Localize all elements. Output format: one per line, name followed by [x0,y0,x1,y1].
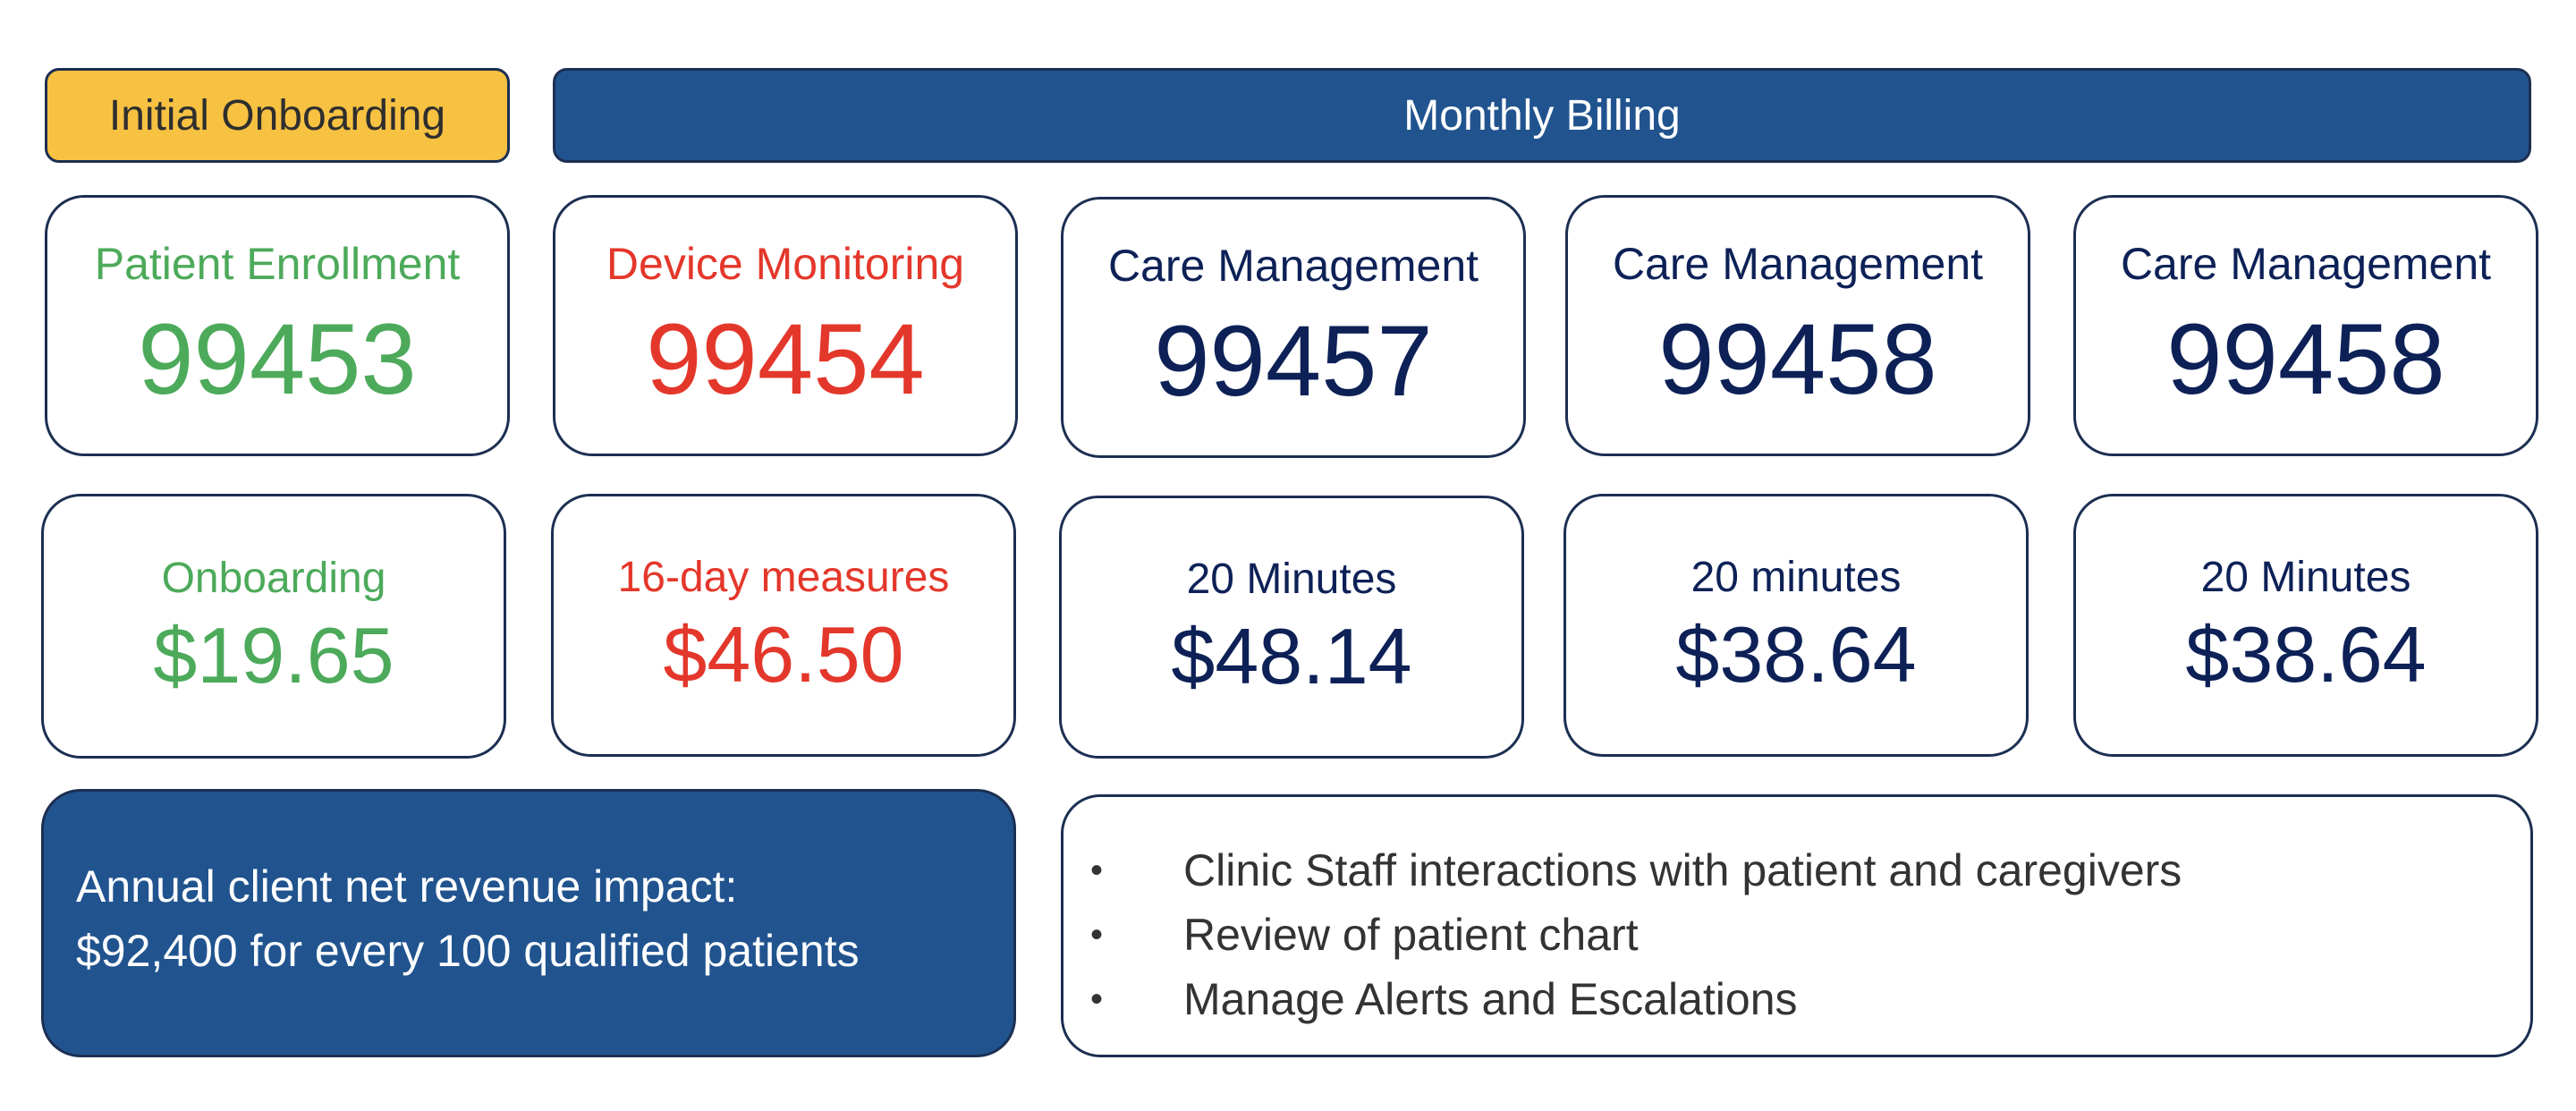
code-card-patient-enrollment: Patient Enrollment 99453 [45,195,510,456]
annual-revenue-callout: Annual client net revenue impact: $92,40… [41,789,1016,1057]
fee-card-20-minutes-99457: 20 Minutes $48.14 [1059,496,1524,759]
code-card-label: Device Monitoring [606,239,965,289]
list-item: • Clinic Staff interactions with patient… [1090,838,2182,903]
monthly-billing-header: Monthly Billing [553,68,2531,163]
care-management-duties-list: • Clinic Staff interactions with patient… [1090,838,2182,1031]
code-card-care-management-99458-a: Care Management 99458 [1565,195,2030,456]
bullet-icon: • [1090,851,1104,890]
code-card-value: 99453 [138,303,417,415]
initial-onboarding-header-label: Initial Onboarding [108,91,446,140]
fee-card-20-minutes-99458-a: 20 minutes $38.64 [1563,494,2029,757]
code-card-value: 99454 [646,303,925,415]
annual-revenue-line-1: Annual client net revenue impact: [76,861,738,912]
code-card-care-management-99457: Care Management 99457 [1061,197,1526,458]
fee-card-amount: $38.64 [1675,610,1917,699]
code-card-value: 99458 [1658,303,1937,415]
code-card-value: 99458 [2166,303,2445,415]
code-card-label: Care Management [1107,241,1479,291]
fee-card-amount: $38.64 [2185,610,2427,699]
bullet-icon: • [1090,980,1104,1019]
list-item-text: Manage Alerts and Escalations [1183,974,1798,1024]
fee-card-20-minutes-99458-b: 20 Minutes $38.64 [2073,494,2538,757]
list-item-text: Clinic Staff interactions with patient a… [1183,845,2182,895]
list-item: • Review of patient chart [1090,903,2182,967]
fee-card-amount: $19.65 [153,611,394,700]
care-management-duties-box: • Clinic Staff interactions with patient… [1061,794,2533,1057]
list-item: • Manage Alerts and Escalations [1090,967,2182,1031]
fee-card-amount: $46.50 [663,610,904,699]
fee-card-16-day-measures: 16-day measures $46.50 [551,494,1016,757]
initial-onboarding-header: Initial Onboarding [45,68,510,163]
code-card-device-monitoring: Device Monitoring 99454 [553,195,1018,456]
fee-card-label: 16-day measures [617,554,950,601]
monthly-billing-header-label: Monthly Billing [1403,91,1681,140]
code-card-label: Care Management [1612,239,1984,289]
fee-card-label: 20 minutes [1690,554,1902,601]
bullet-icon: • [1090,915,1104,954]
code-card-care-management-99458-b: Care Management 99458 [2073,195,2538,456]
fee-card-label: Onboarding [161,555,386,602]
fee-card-onboarding: Onboarding $19.65 [41,494,506,759]
fee-card-label: 20 Minutes [1186,556,1397,603]
code-card-label: Care Management [2120,239,2492,289]
code-card-value: 99457 [1154,305,1433,417]
fee-card-label: 20 Minutes [2200,554,2411,601]
fee-card-amount: $48.14 [1171,612,1412,700]
list-item-text: Review of patient chart [1183,910,1639,960]
code-card-label: Patient Enrollment [94,239,461,289]
annual-revenue-line-2: $92,400 for every 100 qualified patients [76,926,860,976]
